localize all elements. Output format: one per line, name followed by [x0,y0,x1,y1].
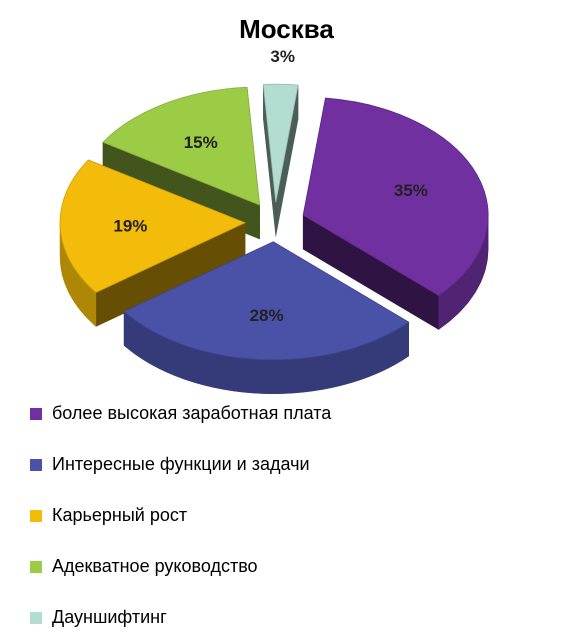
legend-item-2: Интересные функции и задачи [30,439,560,490]
legend-label: Адекватное руководство [52,556,258,576]
pie-chart: 35% 28% 19% 15% 3% [59,47,489,394]
chart-legend: более высокая заработная плата Интересные… [30,388,560,640]
legend-swatch [30,407,42,420]
slice-value-label-5: 3% [270,47,295,66]
pie-slice-3 [59,159,247,328]
legend-swatch [30,611,42,624]
legend-item-3: Карьерный рост [30,490,560,541]
chart-title: Москва [239,14,334,44]
legend-item-1: более высокая заработная плата [30,388,560,439]
slice-value-label-2: 28% [250,306,284,325]
legend-label: Карьерный рост [52,505,188,525]
legend-label: Дауншифтинг [52,607,167,627]
legend-item-4: Адекватное руководство [30,541,560,592]
pie-slice-5 [262,83,299,237]
legend-label: Интересные функции и задачи [52,454,310,474]
legend-swatch [30,458,42,471]
slice-value-label-3: 19% [113,216,147,235]
pie-slice-1 [302,97,489,331]
legend-item-5: Дауншифтинг [30,592,560,640]
slice-value-label-1: 35% [394,181,428,200]
legend-swatch [30,560,42,573]
slice-value-label-4: 15% [184,133,218,152]
pie-slice-2 [123,241,410,394]
legend-swatch [30,509,42,522]
legend-label: более высокая заработная плата [52,403,332,423]
